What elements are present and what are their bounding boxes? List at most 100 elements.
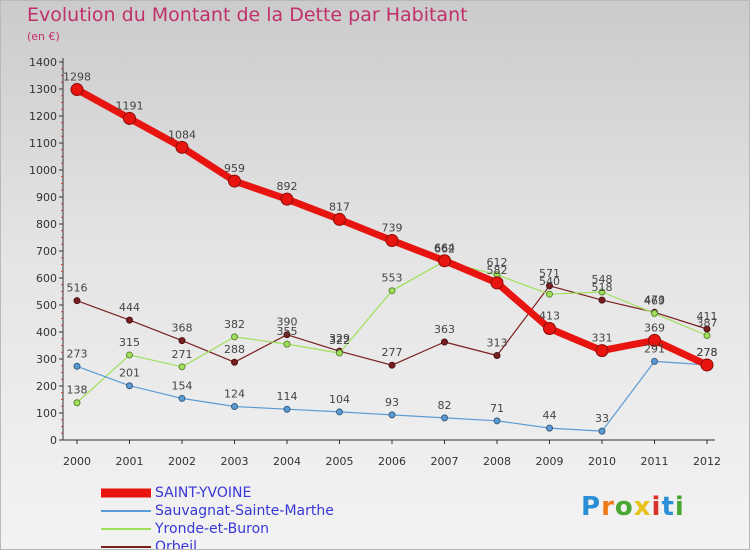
data-label: 516 xyxy=(67,282,88,295)
data-point xyxy=(598,427,606,435)
y-tick-label: 1200 xyxy=(29,110,57,123)
data-label: 363 xyxy=(434,323,455,336)
legend-swatch xyxy=(101,510,151,512)
data-point xyxy=(388,287,396,295)
data-point xyxy=(546,282,553,290)
data-point xyxy=(126,382,133,390)
logo-letter: r xyxy=(601,492,615,522)
data-label: 93 xyxy=(385,396,399,409)
data-label: 82 xyxy=(438,399,452,412)
y-tick-label: 1300 xyxy=(29,83,57,96)
series-lines xyxy=(70,83,714,435)
data-label: 413 xyxy=(539,309,560,322)
legend-label: SAINT-YVOINE xyxy=(155,485,252,501)
data-point xyxy=(73,399,81,407)
x-tick-label: 2004 xyxy=(273,455,301,468)
data-point xyxy=(336,408,343,416)
data-point xyxy=(598,288,606,296)
data-label: 739 xyxy=(382,221,403,234)
data-point xyxy=(73,362,81,370)
y-tick-label: 300 xyxy=(36,353,57,366)
y-tick-label: 1400 xyxy=(29,56,57,69)
x-tick-label: 2009 xyxy=(536,455,564,468)
y-tick-label: 100 xyxy=(36,407,57,420)
data-label: 387 xyxy=(697,317,718,330)
logo-letter: x xyxy=(633,492,652,522)
data-label: 329 xyxy=(329,332,350,345)
data-point xyxy=(73,297,81,305)
data-label: 518 xyxy=(592,281,613,294)
legend-label: Orbeil xyxy=(155,539,198,550)
data-point xyxy=(178,337,186,345)
logo-letter: o xyxy=(614,492,634,522)
data-point xyxy=(280,192,294,206)
data-point xyxy=(543,321,556,335)
data-labels: 1298 1191 1084 959 892 817 739 664 582 413 331 369 2… xyxy=(63,71,718,426)
x-tick-label: 2005 xyxy=(326,455,354,468)
data-label: 154 xyxy=(172,379,193,392)
chart-unit: (en €) xyxy=(27,30,60,43)
data-label: 331 xyxy=(592,332,613,345)
data-label: 322 xyxy=(329,334,350,347)
data-label: 104 xyxy=(329,393,350,406)
data-point xyxy=(438,254,451,268)
y-tick-label: 0 xyxy=(50,434,57,447)
data-point xyxy=(178,394,186,402)
y-tick-label: 800 xyxy=(36,218,57,231)
data-point xyxy=(703,332,711,340)
data-label: 315 xyxy=(119,336,140,349)
data-label: 612 xyxy=(487,256,508,269)
data-label: 44 xyxy=(543,409,557,422)
data-label: 277 xyxy=(382,346,403,359)
data-label: 1191 xyxy=(116,99,144,112)
data-label: 571 xyxy=(539,267,560,280)
data-label: 553 xyxy=(382,272,403,285)
data-label: 291 xyxy=(644,342,665,355)
x-tick-label: 2012 xyxy=(693,455,721,468)
x-tick-label: 2002 xyxy=(168,455,196,468)
data-label: 278 xyxy=(697,346,718,359)
data-point xyxy=(700,358,714,372)
data-point xyxy=(231,358,238,366)
data-point xyxy=(546,290,553,298)
x-tick-label: 2006 xyxy=(378,455,406,468)
data-point xyxy=(126,316,133,324)
chart-title: Evolution du Montant de la Dette par Hab… xyxy=(27,4,468,26)
data-label: 288 xyxy=(224,343,245,356)
x-tick-label: 2007 xyxy=(431,455,459,468)
data-label: 355 xyxy=(277,325,298,338)
y-tick-label: 900 xyxy=(36,191,57,204)
data-point xyxy=(283,340,291,348)
data-label: 1298 xyxy=(63,71,91,84)
data-label: 540 xyxy=(539,275,560,288)
proxiti-logo: Proxiti xyxy=(581,492,685,522)
data-label: 390 xyxy=(277,316,298,329)
data-label: 548 xyxy=(592,273,613,286)
axes: 0 100 200 300 400 500 600 700 800 900 1000 1100 1200… xyxy=(29,56,721,468)
logo-letter: t xyxy=(661,492,675,522)
data-label: 33 xyxy=(595,412,609,425)
x-tick-label: 2003 xyxy=(221,455,249,468)
data-label: 382 xyxy=(224,318,245,331)
y-tick-label: 700 xyxy=(36,245,57,258)
data-point xyxy=(388,361,396,369)
data-point xyxy=(651,357,658,365)
data-point xyxy=(648,333,661,347)
data-label: 1084 xyxy=(168,128,196,141)
data-label: 664 xyxy=(434,242,455,255)
data-label: 959 xyxy=(224,162,245,175)
legend-label: Yronde-et-Buron xyxy=(155,521,270,537)
y-tick-label: 200 xyxy=(36,380,57,393)
legend-label: Sauvagnat-Sainte-Marthe xyxy=(155,503,334,519)
data-label: 138 xyxy=(67,384,88,397)
y-tick-label: 1100 xyxy=(29,137,57,150)
data-point xyxy=(598,296,606,304)
data-point xyxy=(493,351,501,359)
data-point xyxy=(546,424,553,432)
data-point xyxy=(441,414,448,422)
data-point xyxy=(228,174,241,188)
logo-letter: i xyxy=(651,492,662,522)
data-point xyxy=(283,331,291,339)
data-label: 369 xyxy=(644,321,665,334)
